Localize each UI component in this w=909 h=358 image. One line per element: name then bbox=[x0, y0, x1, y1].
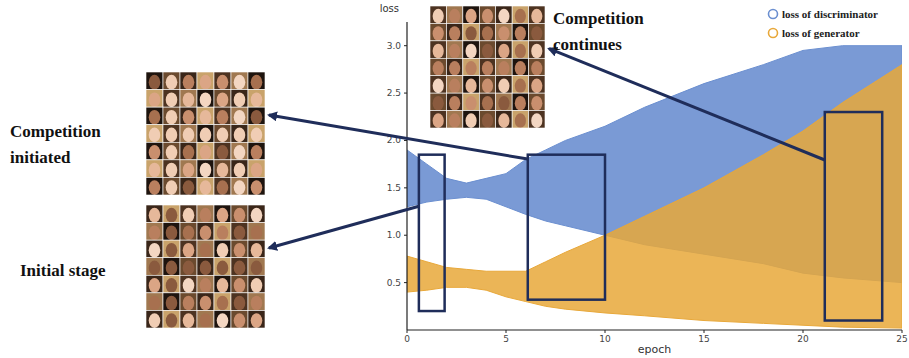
x-tick-label: 15 bbox=[698, 334, 709, 344]
x-tick bbox=[605, 330, 606, 333]
y-tick-label: 3.0 bbox=[387, 41, 402, 51]
arrow bbox=[549, 49, 825, 160]
face-grid bbox=[146, 205, 265, 328]
x-tick bbox=[506, 330, 507, 333]
legend-label: loss of discriminator bbox=[782, 8, 878, 20]
plot-area bbox=[407, 46, 902, 328]
x-tick-label: 0 bbox=[404, 334, 410, 344]
legend-label: loss of generator bbox=[782, 27, 860, 39]
y-tick-label: 1.5 bbox=[387, 183, 401, 193]
highlight-box bbox=[419, 155, 445, 311]
annotation-label: Competitioninitiated bbox=[10, 122, 101, 167]
x-tick bbox=[803, 330, 804, 333]
y-tick-label: 1.0 bbox=[387, 230, 402, 240]
legend-marker bbox=[769, 29, 778, 38]
highlight-box bbox=[825, 112, 882, 320]
y-tick bbox=[404, 187, 407, 188]
x-tick bbox=[704, 330, 705, 333]
annotation-label: Initial stage bbox=[20, 261, 106, 280]
y-tick bbox=[404, 282, 407, 283]
arrow bbox=[269, 206, 419, 248]
chart: 05101520250.51.01.52.02.53.0lossepochlos… bbox=[0, 0, 909, 358]
annotation-label: Competitioncontinues bbox=[553, 9, 644, 54]
highlight-box bbox=[528, 155, 605, 300]
y-tick bbox=[404, 235, 407, 236]
x-tick-label: 20 bbox=[797, 334, 809, 344]
x-axis bbox=[407, 329, 902, 330]
y-axis bbox=[406, 22, 407, 330]
y-tick-label: 0.5 bbox=[387, 278, 401, 288]
x-tick bbox=[407, 330, 408, 333]
y-tick-label: 2.5 bbox=[387, 88, 401, 98]
loss-band bbox=[407, 65, 902, 328]
x-tick bbox=[902, 330, 903, 333]
x-tick-label: 5 bbox=[503, 334, 509, 344]
y-axis-label: loss bbox=[380, 3, 399, 14]
face-grid bbox=[146, 72, 265, 195]
x-axis-label: epoch bbox=[638, 343, 672, 356]
face-grid bbox=[430, 6, 545, 128]
legend-marker bbox=[769, 10, 778, 19]
y-tick bbox=[404, 45, 407, 46]
y-tick bbox=[404, 93, 407, 94]
x-tick-label: 10 bbox=[599, 334, 611, 344]
y-tick bbox=[404, 140, 407, 141]
x-tick-label: 25 bbox=[896, 334, 907, 344]
